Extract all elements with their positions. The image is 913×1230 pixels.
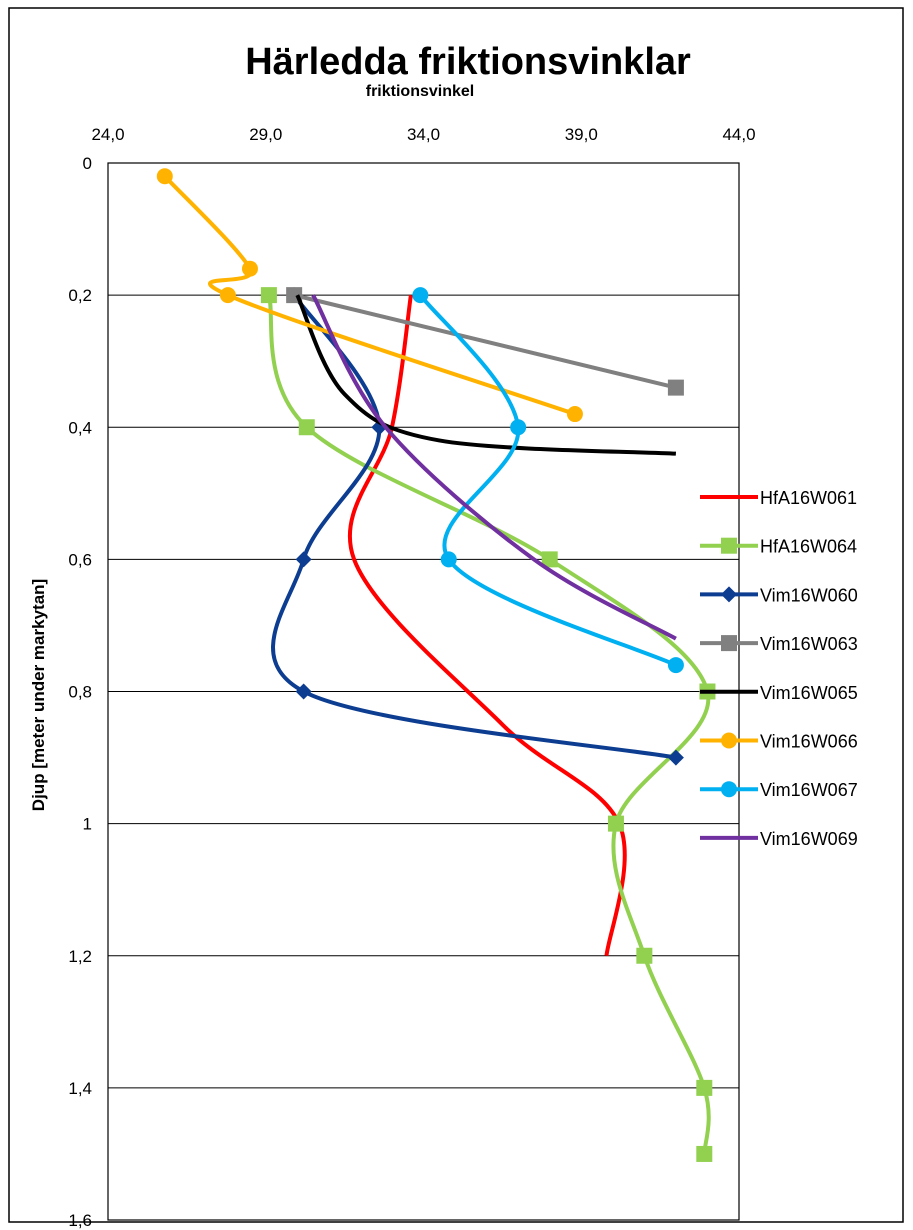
data-point-vim16w066	[566, 406, 583, 423]
x-tick-label: 39,0	[565, 125, 598, 144]
legend-marker-vim16w060	[721, 586, 737, 603]
y-tick-label: 0	[83, 154, 92, 173]
x-tick-label: 34,0	[407, 125, 440, 144]
legend-item-vim16w063: Vim16W063	[700, 634, 858, 654]
series-vim16w067	[412, 287, 684, 674]
series-hfa16w064	[260, 287, 716, 1162]
legend-marker-vim16w063	[721, 635, 737, 652]
data-point-hfa16w064	[696, 1145, 713, 1162]
legend-marker-vim16w067	[721, 781, 737, 798]
legend-label-hfa16w064: HfA16W064	[760, 537, 857, 557]
legend-label-vim16w060: Vim16W060	[760, 585, 858, 605]
data-point-hfa16w064	[636, 947, 653, 964]
series-vim16w066	[156, 168, 583, 423]
series-line-vim16w069	[311, 294, 677, 641]
series-line-vim16w066	[163, 174, 576, 416]
data-point-vim16w066	[156, 168, 173, 185]
legend: HfA16W061 HfA16W064 Vim16W060 Vim16W063 Vim1…	[700, 488, 858, 849]
legend-item-vim16w067: Vim16W067	[700, 780, 858, 800]
y-tick-label: 1,6	[68, 1211, 92, 1230]
y-tick-label: 1,2	[68, 947, 92, 966]
series-line-vim16w067	[418, 293, 677, 667]
chart-title: Härledda friktionsvinklar	[245, 41, 691, 83]
chart-border	[8, 7, 904, 1223]
series-line-vim16w060	[271, 294, 677, 760]
series-group	[156, 168, 716, 1162]
legend-label-vim16w065: Vim16W065	[760, 683, 858, 703]
data-point-vim16w067	[440, 551, 457, 568]
data-point-vim16w060	[667, 749, 684, 766]
data-point-vim16w063	[667, 379, 684, 396]
legend-label-vim16w069: Vim16W069	[760, 829, 858, 849]
y-tick-labels: 0 0,2 0,4 0,6 0,8 1 1,2 1,4 1,6	[68, 154, 92, 1230]
legend-label-vim16w063: Vim16W063	[760, 634, 858, 654]
y-tick-label: 0,6	[68, 550, 92, 569]
y-tick-label: 0,8	[68, 683, 92, 702]
series-vim16w069	[311, 294, 677, 641]
series-line-hfa16w064	[266, 294, 711, 1155]
x-tick-labels: 24,0 29,0 34,0 39,0 44,0	[91, 125, 755, 144]
legend-item-vim16w065: Vim16W065	[700, 683, 858, 703]
legend-item-hfa16w061: HfA16W061	[700, 488, 857, 508]
data-point-vim16w066	[219, 287, 236, 304]
x-tick-label: 44,0	[722, 125, 755, 144]
data-point-vim16w067	[510, 419, 527, 436]
legend-label-vim16w067: Vim16W067	[760, 780, 858, 800]
data-point-hfa16w064	[298, 419, 315, 436]
data-point-vim16w067	[667, 657, 684, 674]
x-axis-label: friktionsvinkel	[366, 83, 474, 100]
legend-marker-hfa16w064	[721, 537, 737, 554]
legend-marker-vim16w066	[721, 732, 737, 749]
legend-item-vim16w060: Vim16W060	[700, 585, 858, 605]
legend-item-hfa16w064: HfA16W064	[700, 537, 857, 557]
grid-lines	[108, 294, 739, 1089]
data-point-vim16w060	[295, 551, 312, 568]
y-tick-label: 0,2	[68, 286, 92, 305]
x-tick-label: 29,0	[249, 125, 282, 144]
legend-item-vim16w069: Vim16W069	[700, 829, 858, 849]
y-tick-label: 0,4	[68, 418, 92, 437]
x-tick-label: 24,0	[91, 125, 124, 144]
y-tick-label: 1,4	[68, 1079, 92, 1098]
data-point-hfa16w064	[260, 287, 277, 304]
data-point-hfa16w064	[541, 551, 558, 568]
series-vim16w065	[295, 294, 677, 456]
legend-label-vim16w066: Vim16W066	[760, 732, 858, 752]
legend-item-vim16w066: Vim16W066	[700, 732, 858, 752]
data-point-vim16w066	[241, 260, 258, 277]
data-point-vim16w067	[412, 287, 429, 304]
series-line-vim16w065	[295, 294, 677, 456]
series-line-vim16w063	[293, 293, 677, 390]
y-tick-label: 1	[83, 815, 92, 834]
legend-label-hfa16w061: HfA16W061	[760, 488, 857, 508]
data-point-hfa16w064	[607, 815, 624, 832]
y-axis-label: Djup [meter under markytan]	[29, 579, 48, 811]
data-point-hfa16w064	[696, 1079, 713, 1096]
data-point-vim16w060	[295, 683, 312, 700]
